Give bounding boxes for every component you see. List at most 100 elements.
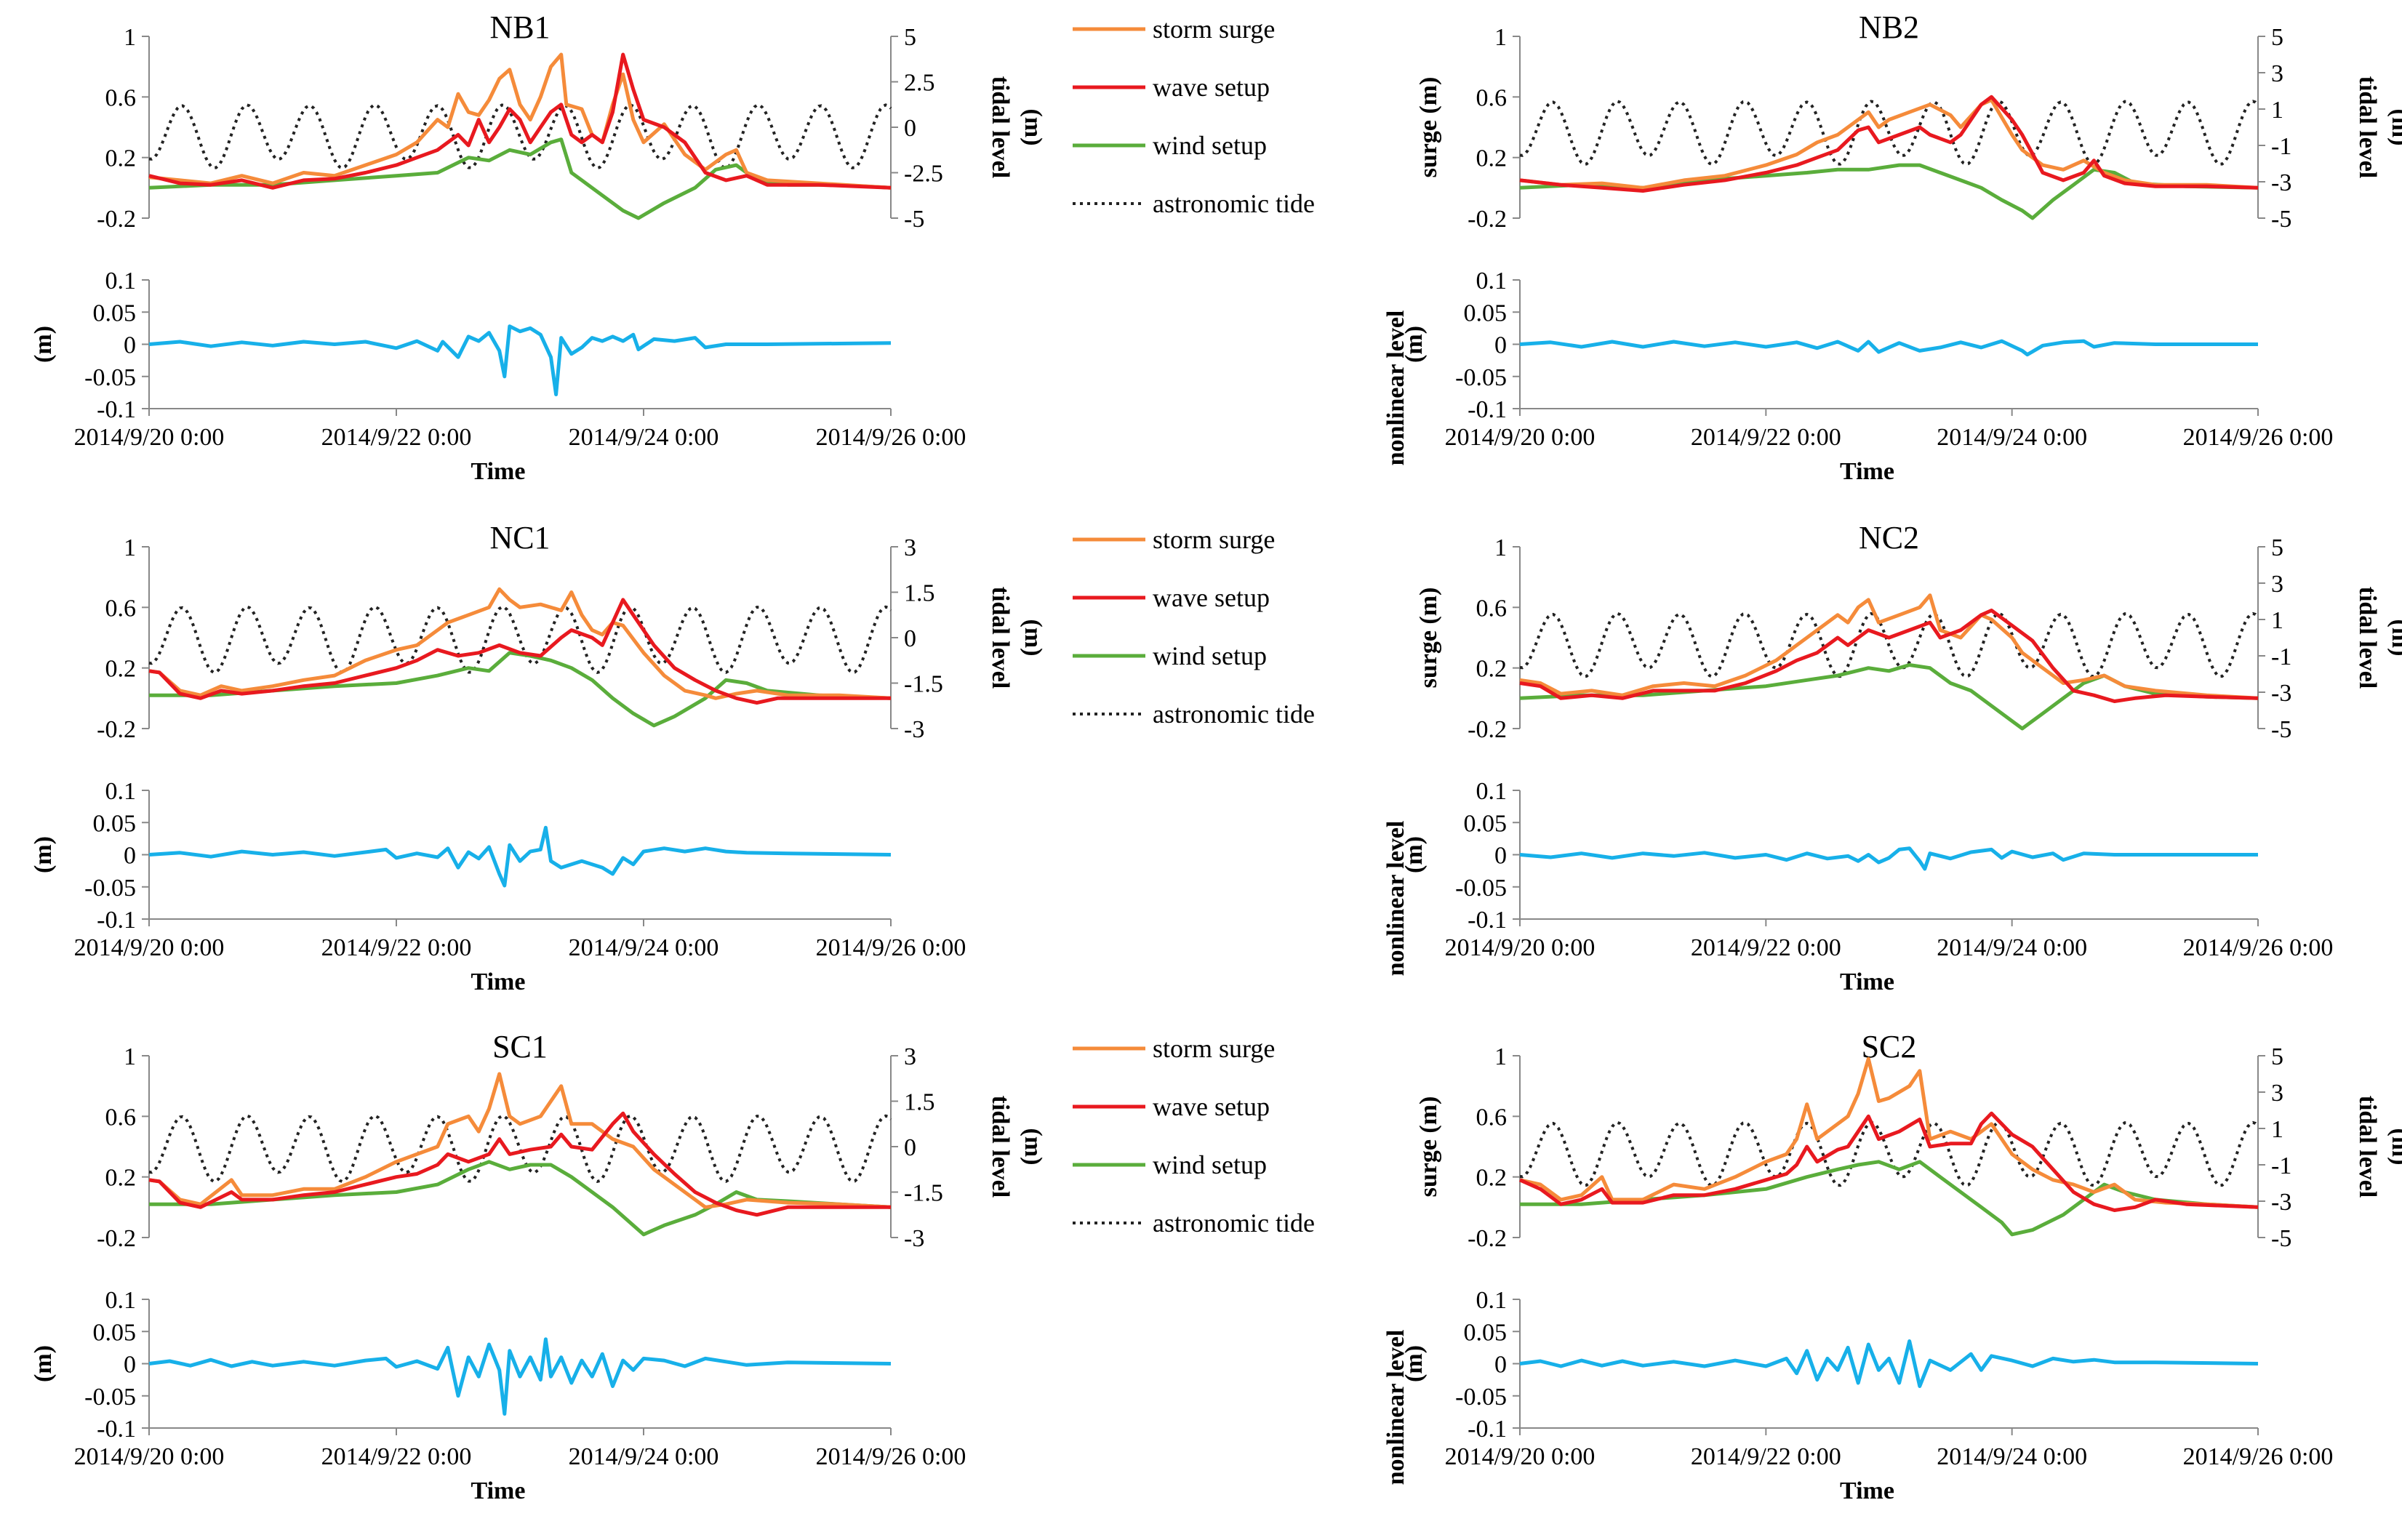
panel-title: NC2 <box>1859 520 1919 556</box>
left-tick-label: 1 <box>124 534 136 561</box>
bottom-tick-label: 0.05 <box>1464 810 1508 837</box>
right-tick-label: -1.5 <box>904 671 943 698</box>
bottom-tick-label: 0.1 <box>105 268 137 294</box>
right-tick-label: 1 <box>2271 1116 2283 1143</box>
right-tick-label: 0 <box>904 1134 916 1161</box>
bottom-tick-label: 0 <box>124 332 136 359</box>
nonlinear-series <box>148 825 892 888</box>
right-tick-label: -3 <box>904 1225 924 1252</box>
bottom-tick-label: 0 <box>1494 332 1507 359</box>
bottom-tick-label: -0.05 <box>84 364 136 391</box>
right-tick-label: 0 <box>904 625 916 652</box>
storm-surge-series <box>1519 593 2259 700</box>
panel-sc2: 1 0.6 0.2 -0.2 5 3 1 -1 -3 -5 SC2 surge (m) tidal le… <box>1382 1029 2402 1504</box>
x-tick-label: 2014/9/22 0:00 <box>321 934 472 961</box>
right-tick-label: -3 <box>2271 169 2291 196</box>
right-tick-label: -5 <box>904 206 924 233</box>
bottom-tick-label: -0.1 <box>97 396 136 423</box>
right-tick-label: 3 <box>2271 60 2283 87</box>
right-tick-label: 3 <box>2271 1080 2283 1107</box>
x-tick-label: 2014/9/26 0:00 <box>816 1443 966 1470</box>
bottom-tick-label: -0.05 <box>84 1384 136 1411</box>
panel-title: SC2 <box>1862 1029 1917 1064</box>
bottom-tick-label: 0.1 <box>1476 1287 1508 1314</box>
right-tick-label: -1 <box>2271 1152 2291 1179</box>
wave-setup-series <box>148 1111 891 1217</box>
bottom-y-label: nonlinear level <box>1382 310 1409 466</box>
storm-surge-series <box>1519 98 2259 190</box>
legend-label-wave-setup: wave setup <box>1153 1092 1270 1121</box>
astronomic-tide-series <box>148 1114 892 1184</box>
nonlinear-series <box>1519 846 2258 871</box>
storm-surge-series <box>148 52 892 190</box>
bottom-tick-label: 0.1 <box>1476 268 1508 294</box>
right-y-unit: (m) <box>2387 619 2402 657</box>
bottom-tick-label: -0.1 <box>1468 907 1507 934</box>
left-tick-label: 0.6 <box>105 84 137 111</box>
astronomic-tide-series <box>1519 1120 2259 1187</box>
left-tick-label: 0.6 <box>105 1104 137 1131</box>
panel-title: NB1 <box>489 9 550 45</box>
legend-3: storm surge wave setup wind setup astronomi… <box>1073 1034 1315 1238</box>
bottom-tick-label: -0.05 <box>1455 875 1507 902</box>
x-axis-label: Time <box>1840 1477 1894 1504</box>
x-tick-label: 2014/9/24 0:00 <box>1937 1443 2087 1470</box>
bottom-y-unit: (m) <box>1401 836 1428 873</box>
right-tick-label: 1.5 <box>904 1089 935 1116</box>
bottom-tick-label: -0.1 <box>97 1416 136 1443</box>
right-y-label: tidal level <box>987 1096 1014 1198</box>
wave-setup-series <box>1518 1111 2259 1212</box>
bottom-tick-label: -0.05 <box>84 875 136 902</box>
x-tick-label: 2014/9/20 0:00 <box>74 424 225 451</box>
wave-setup-series <box>1519 95 2259 193</box>
x-tick-label: 2014/9/22 0:00 <box>1691 1443 1841 1470</box>
left-tick-label: 1 <box>124 1043 136 1070</box>
storm-surge-series <box>148 1072 892 1209</box>
wind-setup-series <box>149 651 892 728</box>
x-tick-label: 2014/9/26 0:00 <box>816 424 966 451</box>
right-tick-label: -1 <box>2271 643 2291 670</box>
right-y-label: tidal level <box>2354 76 2381 179</box>
wave-setup-series <box>148 598 891 705</box>
legend-label-storm-surge: storm surge <box>1153 1034 1275 1063</box>
x-tick-label: 2014/9/20 0:00 <box>1445 1443 1596 1470</box>
right-y-unit: (m) <box>2387 109 2402 146</box>
bottom-tick-label: -0.1 <box>1468 1416 1507 1443</box>
x-tick-label: 2014/9/22 0:00 <box>321 1443 472 1470</box>
storm-surge-series <box>148 587 892 700</box>
bottom-y-unit: (m) <box>30 836 57 873</box>
bottom-tick-label: 0.05 <box>93 810 137 837</box>
bottom-y-unit: (m) <box>1401 326 1428 363</box>
right-tick-label: 5 <box>2271 534 2283 561</box>
right-tick-label: 0 <box>904 115 916 142</box>
right-tick-label: -3 <box>904 716 924 743</box>
right-tick-label: -1 <box>2271 133 2291 160</box>
left-tick-label: -0.2 <box>1468 206 1507 233</box>
right-tick-label: -5 <box>2271 206 2291 233</box>
nonlinear-series <box>1519 339 2258 357</box>
left-tick-label: -0.2 <box>97 716 136 743</box>
legend-label-wave-setup: wave setup <box>1153 73 1270 102</box>
x-tick-label: 2014/9/26 0:00 <box>816 934 966 961</box>
right-tick-label: 1 <box>2271 97 2283 124</box>
left-tick-label: -0.2 <box>1468 1225 1507 1252</box>
left-tick-label: 0.2 <box>1476 656 1508 683</box>
legend-label-wind-setup: wind setup <box>1153 1150 1267 1179</box>
left-tick-label: 0.2 <box>105 1165 137 1192</box>
right-tick-label: 3 <box>2271 571 2283 598</box>
bottom-y-label: nonlinear level <box>1382 1330 1409 1485</box>
left-tick-label: 1 <box>1494 1043 1507 1070</box>
legend-1: storm surge wave setup wind setup astronomi… <box>1073 15 1315 218</box>
bottom-tick-label: 0.05 <box>1464 1319 1508 1346</box>
right-tick-label: 3 <box>904 1043 916 1070</box>
left-tick-label: 1 <box>1494 534 1507 561</box>
x-tick-label: 2014/9/20 0:00 <box>1445 424 1596 451</box>
x-axis-label: Time <box>471 1477 526 1504</box>
x-axis-label: Time <box>471 968 526 995</box>
left-tick-label: -0.2 <box>97 206 136 233</box>
x-tick-label: 2014/9/26 0:00 <box>2183 934 2334 961</box>
astronomic-tide-series <box>148 103 892 170</box>
left-tick-label: -0.2 <box>1468 716 1507 743</box>
